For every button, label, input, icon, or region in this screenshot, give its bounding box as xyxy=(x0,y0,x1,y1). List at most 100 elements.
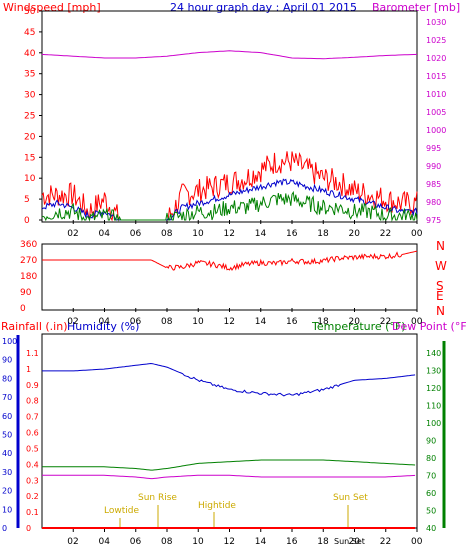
wind-y-tick-40: 40 xyxy=(24,49,36,59)
x-tick-label-dir-20: 20 xyxy=(349,317,361,327)
x-tick-label-dir-22: 22 xyxy=(380,317,391,327)
x-tick-label-dir-18: 18 xyxy=(317,317,329,327)
x-tick-label-wind-22: 22 xyxy=(380,229,391,239)
x-tick-label-wind-14: 14 xyxy=(255,229,267,239)
baro-y-tick-995: 995 xyxy=(426,144,441,153)
wind-panel-frame xyxy=(41,10,418,223)
temp-y-tick-80: 80 xyxy=(426,454,436,463)
x-tick-label-dir-06: 06 xyxy=(130,317,142,327)
wind-y-tick-0: 0 xyxy=(24,216,30,226)
x-tick-label-wind-04: 04 xyxy=(99,229,111,239)
rain-y-tick-0.9: 0.9 xyxy=(26,381,39,390)
x-tick-label-wind-00: 00 xyxy=(411,229,423,239)
rain-y-tick-0.3: 0.3 xyxy=(26,476,39,485)
graph-title: 24 hour graph day : April 01 2015 xyxy=(170,1,357,14)
rain-y-tick-0: 0 xyxy=(26,524,31,533)
x-tick-label-lower-02: 02 xyxy=(67,537,78,547)
series-wind-2-line xyxy=(41,190,418,222)
wind-y-tick-35: 35 xyxy=(24,70,35,80)
baro-y-tick-1000: 1000 xyxy=(426,126,446,135)
x-tick-label-lower-06: 06 xyxy=(130,537,142,547)
rainfall-label: Rainfall (.in) xyxy=(1,320,68,333)
x-tick-label-wind-16: 16 xyxy=(286,229,298,239)
humidity-y-tick-90: 90 xyxy=(2,356,12,365)
rain-y-tick-0.2: 0.2 xyxy=(26,492,39,501)
dir-letter-s: S xyxy=(436,279,444,293)
temp-y-tick-60: 60 xyxy=(426,489,436,498)
rain-y-tick-0.6: 0.6 xyxy=(26,429,39,438)
x-tick-label-dir-16: 16 xyxy=(286,317,298,327)
humidity-y-tick-0: 0 xyxy=(2,524,7,533)
baro-y-tick-1015: 1015 xyxy=(426,72,446,81)
temp-y-tick-110: 110 xyxy=(426,402,441,411)
x-tick-label-dir-02: 02 xyxy=(67,317,78,327)
x-tick-label-lower-08: 08 xyxy=(161,537,173,547)
direction-panel-frame xyxy=(41,243,418,311)
x-tick-label-dir-14: 14 xyxy=(255,317,267,327)
temp-y-tick-100: 100 xyxy=(426,419,441,428)
series-barometer-line xyxy=(41,50,418,60)
barometer-title: Barometer [mb] xyxy=(372,1,460,14)
wind-y-tick-50: 50 xyxy=(24,7,36,17)
x-tick-label-lower-10: 10 xyxy=(192,537,204,547)
x-tick-label-wind-20: 20 xyxy=(349,229,361,239)
wind-y-tick-25: 25 xyxy=(24,112,35,122)
rain-y-tick-0.4: 0.4 xyxy=(26,460,39,469)
x-tick-label-lower-14: 14 xyxy=(255,537,267,547)
rain-y-tick-0.7: 0.7 xyxy=(26,413,39,422)
wind-y-tick-10: 10 xyxy=(24,174,36,184)
dir-letter-w: W xyxy=(435,259,447,273)
baro-y-tick-1010: 1010 xyxy=(426,90,446,99)
windspeed-title: Windspeed [mph] xyxy=(3,1,101,14)
dir-y-tick-360: 360 xyxy=(20,240,37,250)
humidity-y-tick-100: 100 xyxy=(2,337,17,346)
rain-y-tick-1.1: 1.1 xyxy=(26,349,39,358)
x-tick-label-lower-16: 16 xyxy=(286,537,298,547)
x-tick-label-wind-06: 06 xyxy=(130,229,142,239)
x-tick-label-wind-02: 02 xyxy=(67,229,78,239)
humidity-label: Humidity (%) xyxy=(67,320,139,333)
rain-y-tick-1: 1 xyxy=(26,365,31,374)
wind-y-tick-45: 45 xyxy=(24,28,35,38)
temp-y-tick-120: 120 xyxy=(426,384,441,393)
dir-y-tick-180: 180 xyxy=(20,272,37,282)
wind-y-tick-15: 15 xyxy=(24,153,35,163)
humidity-y-tick-40: 40 xyxy=(2,449,12,458)
temperature-label: Temperature (°F) xyxy=(311,320,406,333)
temp-y-tick-40: 40 xyxy=(426,524,436,533)
series-dew-point-f-line xyxy=(42,474,416,480)
temp-y-tick-50: 50 xyxy=(426,507,436,516)
dir-letter-e: E xyxy=(436,289,444,303)
x-tick-label-lower-12: 12 xyxy=(224,537,235,547)
wind-y-tick-30: 30 xyxy=(24,91,36,101)
dir-y-tick-90: 90 xyxy=(20,288,32,298)
series-direction-line xyxy=(42,250,418,271)
humidity-y-tick-20: 20 xyxy=(2,487,12,496)
hightide-annotation: Hightide xyxy=(198,501,236,511)
x-tick-label-lower-20: 20 xyxy=(349,537,361,547)
x-tick-label-dir-00: 00 xyxy=(411,317,423,327)
dir-y-tick-270: 270 xyxy=(20,256,37,266)
rain-y-tick-0.5: 0.5 xyxy=(26,444,39,453)
rain-y-tick-0.8: 0.8 xyxy=(26,397,39,406)
x-tick-label-wind-08: 08 xyxy=(161,229,173,239)
wind-y-tick-20: 20 xyxy=(24,132,36,142)
sunrise-annotation: Sun Rise xyxy=(138,493,177,503)
dir-letter-n-top: N xyxy=(436,239,445,253)
humidity-y-tick-50: 50 xyxy=(2,431,12,440)
x-tick-label-lower-04: 04 xyxy=(99,537,111,547)
series-temperature-f-line xyxy=(42,459,416,471)
humidity-y-tick-30: 30 xyxy=(2,468,12,477)
baro-y-tick-1025: 1025 xyxy=(426,36,446,45)
x-tick-label-dir-04: 04 xyxy=(99,317,111,327)
baro-y-tick-975: 975 xyxy=(426,216,441,225)
x-tick-label-dir-08: 08 xyxy=(161,317,173,327)
baro-y-tick-990: 990 xyxy=(426,162,441,171)
rain-y-tick-0.1: 0.1 xyxy=(26,508,39,517)
lowtide-annotation: Lowtide xyxy=(104,506,139,516)
humidity-y-tick-10: 10 xyxy=(2,505,12,514)
baro-y-tick-980: 980 xyxy=(426,198,441,207)
